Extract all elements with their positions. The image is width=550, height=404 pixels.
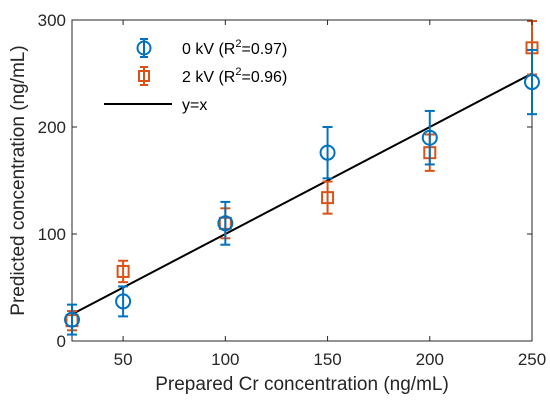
legend: 0 kV (R2=0.97) 2 kV (R2=0.96) y=x (104, 38, 287, 114)
data-point-circle (115, 293, 132, 310)
legend-label: 0 kV (R2=0.97) (182, 38, 287, 58)
series-0kv (64, 48, 540, 336)
legend-label: y=x (182, 97, 207, 114)
legend-label: 2 kV (R2=0.96) (182, 66, 287, 86)
reference-line-y-equals-x (71, 72, 533, 316)
data-point-circle (524, 74, 540, 91)
x-tick-label: 200 (416, 350, 444, 369)
y-tick-label: 300 (38, 11, 66, 30)
legend-marker-square (138, 70, 150, 82)
series-2kv (65, 20, 539, 332)
data-point-circle (421, 129, 438, 146)
y-tick-label: 200 (38, 118, 66, 137)
x-axis-label: Prepared Cr concentration (ng/mL) (155, 374, 449, 395)
data-point-circle (217, 215, 234, 232)
axis-ticks: 50 100 150 200 250 0 100 200 300 (38, 11, 547, 369)
x-tick-label: 150 (313, 350, 341, 369)
data-point-circle (64, 311, 80, 328)
data-point-square (321, 191, 335, 205)
data-point-square (116, 264, 130, 278)
x-tick-label: 100 (211, 350, 239, 369)
data-point-circle (319, 144, 336, 161)
x-tick-label: 50 (114, 350, 133, 369)
legend-marker-circle (136, 40, 152, 56)
y-axis-label: Predicted concentration (ng/mL) (8, 45, 29, 315)
y-tick-label: 100 (38, 225, 66, 244)
x-tick-label: 250 (518, 350, 546, 369)
plot-area (64, 19, 540, 342)
y-tick-label: 0 (57, 332, 66, 351)
plot-frame (71, 19, 533, 342)
